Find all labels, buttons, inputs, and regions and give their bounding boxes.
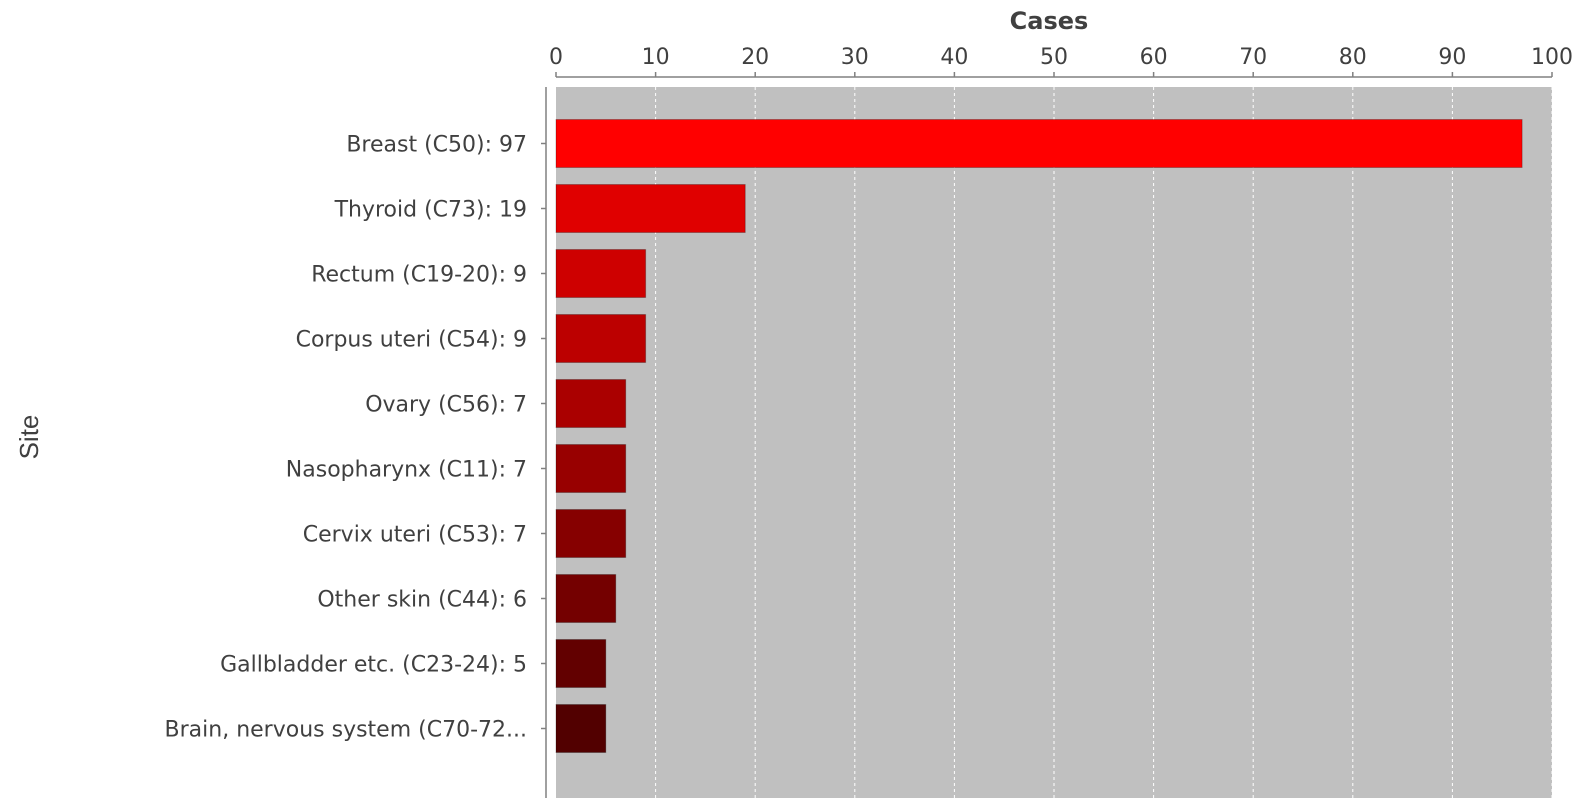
bar — [555, 379, 627, 428]
x-tick-label: 40 — [940, 45, 968, 70]
category-label: Ovary (C56): 7 — [365, 393, 527, 418]
y-axis-categories: Breast (C50): 97 Thyroid (C73): 19 Rectum … — [165, 133, 546, 743]
x-tick-label: 30 — [841, 45, 869, 70]
bar — [555, 444, 627, 493]
x-tick-label: 0 — [549, 45, 563, 70]
bar — [555, 509, 627, 558]
x-tick-label: 10 — [642, 45, 670, 70]
grid-lines — [655, 87, 1553, 798]
x-tick-label: 50 — [1040, 45, 1068, 70]
bar — [555, 119, 1523, 168]
x-axis-ticks: 0 10 20 30 40 50 60 70 80 90 100 — [549, 45, 1573, 77]
x-tick-label: 70 — [1239, 45, 1267, 70]
category-label: Cervix uteri (C53): 7 — [303, 523, 527, 548]
bar — [555, 249, 647, 298]
x-tick-label: 20 — [741, 45, 769, 70]
bar — [555, 184, 746, 233]
category-label: Rectum (C19-20): 9 — [311, 263, 527, 288]
x-tick-label: 90 — [1438, 45, 1466, 70]
category-label: Corpus uteri (C54): 9 — [296, 328, 527, 353]
bar — [555, 314, 647, 363]
y-axis-title: Site — [14, 415, 44, 460]
category-label: Nasopharynx (C11): 7 — [286, 458, 527, 483]
x-axis-title: Cases — [1010, 7, 1089, 35]
bar — [555, 639, 607, 688]
category-label: Breast (C50): 97 — [346, 133, 527, 158]
category-label: Thyroid (C73): 19 — [334, 198, 527, 223]
x-tick-label: 100 — [1531, 45, 1573, 70]
category-label: Other skin (C44): 6 — [317, 588, 527, 613]
x-tick-label: 80 — [1339, 45, 1367, 70]
bar — [555, 574, 617, 623]
bars — [555, 119, 1523, 753]
bar — [555, 704, 607, 753]
category-label: Gallbladder etc. (C23-24): 5 — [220, 653, 527, 678]
x-tick-label: 60 — [1140, 45, 1168, 70]
category-label: Brain, nervous system (C70-72... — [165, 718, 527, 743]
